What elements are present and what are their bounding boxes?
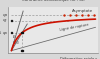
Text: $q_f$: $q_f$ [2, 17, 8, 25]
Bar [11, 32, 12, 33]
Bar [21, 32, 23, 33]
Bar [21, 50, 23, 51]
Text: Contrainte déviatorique (σ₁ - σ₃): Contrainte déviatorique (σ₁ - σ₃) [22, 0, 84, 2]
Text: $E_{50}$: $E_{50}$ [12, 39, 20, 47]
Text: Asymptote: Asymptote [72, 9, 93, 13]
Bar [11, 20, 12, 21]
Text: $q_a$: $q_a$ [2, 12, 8, 19]
Text: $E_i$: $E_i$ [12, 33, 17, 41]
Text: Déformation axiale ε₁: Déformation axiale ε₁ [60, 57, 98, 59]
Text: Ligne de rupture: Ligne de rupture [60, 22, 89, 32]
Text: $0.5\ q_a$: $0.5\ q_a$ [0, 29, 8, 37]
